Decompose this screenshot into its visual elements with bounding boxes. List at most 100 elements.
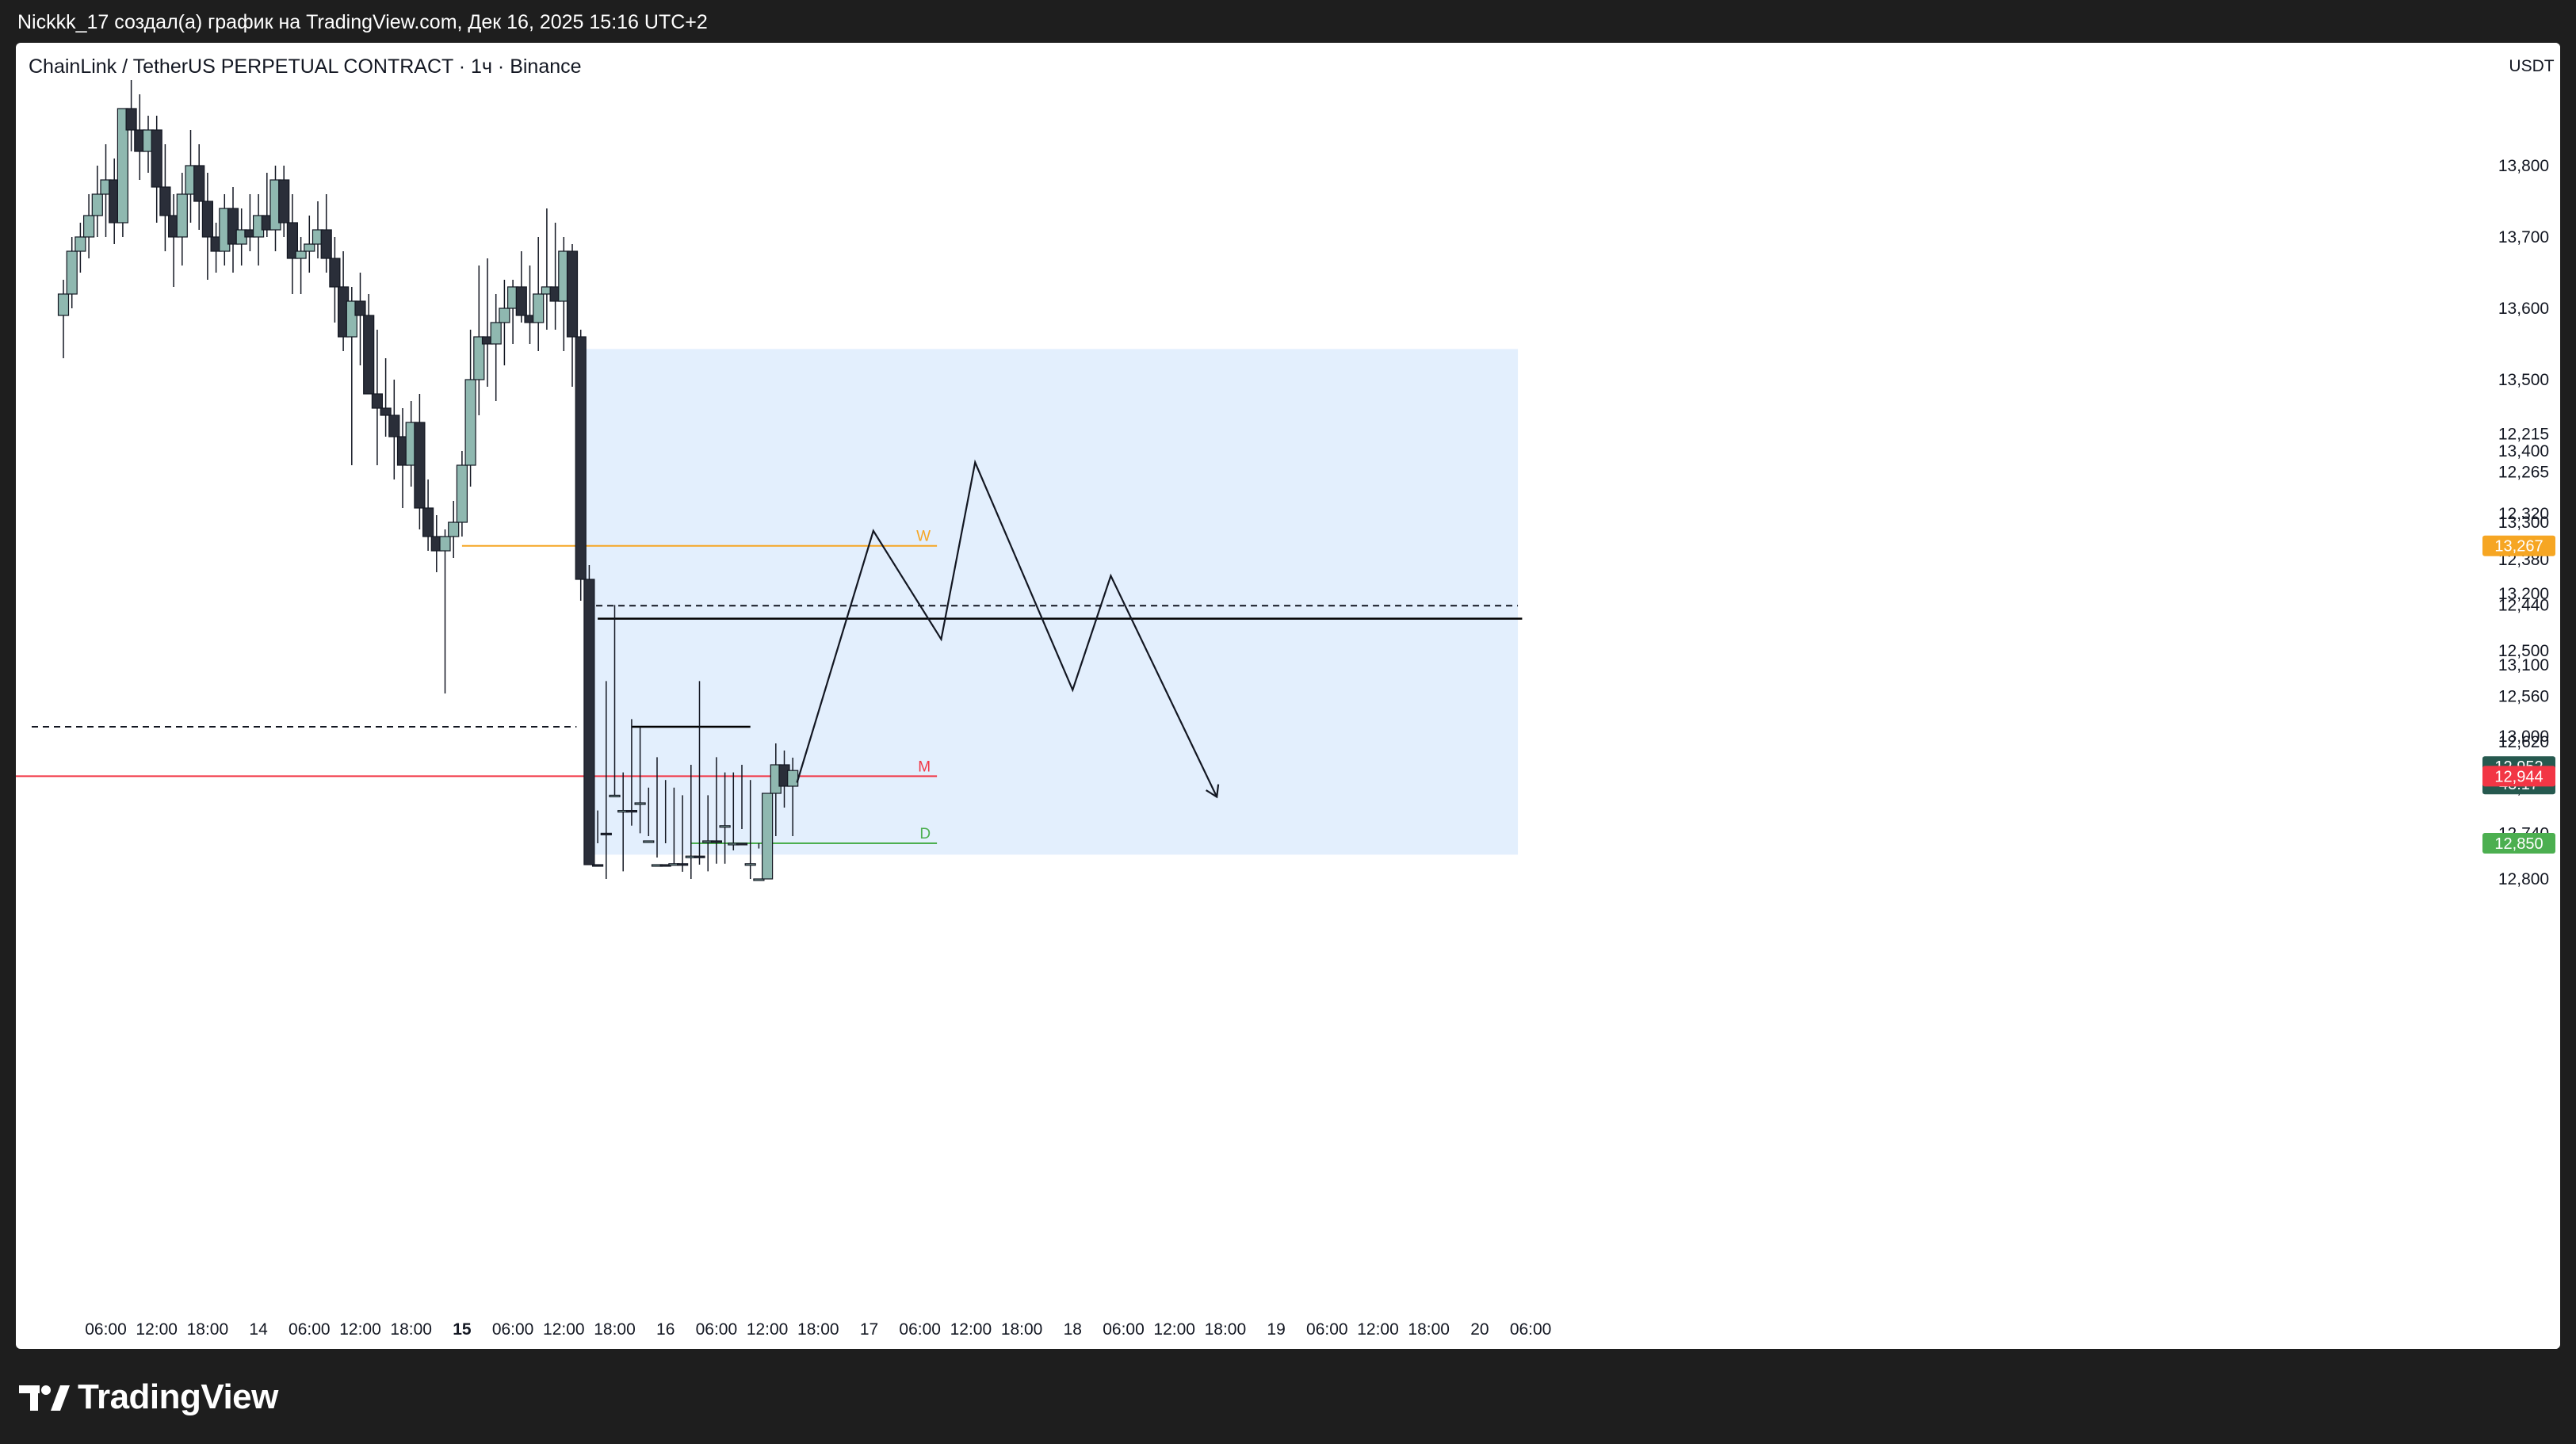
projection-arrowhead (1206, 784, 1220, 799)
candle (329, 237, 341, 323)
price-tick-label: 12,800 (2498, 870, 2549, 888)
candle-body (125, 108, 137, 131)
candle (57, 280, 70, 358)
candle (253, 194, 265, 265)
tradingview-logo-icon (19, 1385, 70, 1411)
time-tick-label: 17 (860, 1320, 878, 1339)
candle (753, 843, 765, 881)
candle-body (736, 842, 748, 846)
time-tick-label: 12:00 (950, 1320, 992, 1339)
time-tick-label: 06:00 (1306, 1320, 1348, 1339)
candle (506, 280, 519, 344)
time-tick-label: 16 (656, 1320, 675, 1339)
candle-body (227, 208, 239, 245)
candle-body (464, 379, 476, 466)
candle-body (533, 293, 545, 323)
price-tick-label: 12,620 (2498, 733, 2549, 751)
candle (643, 787, 655, 843)
candle (396, 408, 409, 508)
candle (380, 358, 392, 437)
time-tick-label: 18:00 (1001, 1320, 1043, 1339)
candlestick-chart[interactable]: W M D USDT 13,800 13,700 13,600 13,500 13,400 13,… (16, 43, 2560, 1349)
candle (311, 201, 324, 258)
candle (600, 681, 612, 879)
candle-body (286, 222, 298, 259)
time-tick-label: 14 (249, 1320, 268, 1339)
candle (185, 130, 197, 223)
candle-body (388, 414, 400, 437)
chart-credit-title: Nickkk_17 создал(а) график на TradingVie… (17, 11, 708, 33)
candle-body (346, 300, 357, 338)
candle (558, 237, 570, 351)
price-tick-label: 13,800 (2498, 157, 2549, 175)
candle (227, 187, 239, 273)
chart-panel[interactable]: W M D USDT 13,800 13,700 13,600 13,500 13,400 13,… (16, 43, 2560, 1349)
candle-body (694, 855, 705, 858)
candle-body (304, 243, 315, 252)
candle-body (117, 108, 128, 223)
symbol-title[interactable]: ChainLink / TetherUS PERPETUAL CONTRACT … (29, 55, 582, 78)
candle (176, 173, 188, 265)
candle-body (456, 464, 468, 523)
candle (515, 251, 527, 323)
price-tick-label: 12,320 (2498, 505, 2549, 523)
time-tick-label: 06:00 (289, 1320, 331, 1339)
price-tick-label: 12,440 (2498, 596, 2549, 614)
candle (694, 681, 705, 865)
candle-body (575, 336, 587, 580)
candle-body (329, 258, 341, 288)
price-axis (2482, 43, 2560, 1349)
candle (761, 793, 774, 880)
candle-body (710, 840, 723, 843)
candle (448, 501, 460, 558)
candle (490, 294, 502, 401)
brand-footer[interactable]: TradingView (19, 1377, 278, 1417)
monthly-level-label: M (918, 758, 931, 775)
candle-body (676, 863, 689, 866)
projection-path (796, 459, 1218, 797)
candle (575, 330, 587, 601)
price-tick-label: 13,100 (2498, 656, 2549, 674)
candle (609, 605, 621, 798)
candle (125, 80, 137, 151)
weekly-level-label: W (916, 529, 931, 545)
candle-body (320, 229, 332, 259)
candle (142, 116, 155, 173)
candle (719, 772, 731, 864)
candle-body (625, 809, 638, 813)
candle (736, 765, 748, 846)
price-tick-label: 13,000 (2498, 728, 2549, 746)
candle-body (787, 770, 799, 787)
candle-body (151, 129, 162, 188)
candle-body (761, 793, 774, 880)
candle (625, 719, 638, 826)
candle (710, 757, 723, 864)
time-tick-label: 12:00 (747, 1320, 789, 1339)
candle (269, 166, 281, 251)
candle-body (176, 193, 188, 238)
candle-body (82, 215, 95, 238)
candle (295, 237, 307, 294)
price-tick-label: 12,265 (2498, 463, 2549, 481)
candle-body (371, 393, 383, 409)
candle (159, 144, 171, 251)
candle-body (295, 250, 307, 259)
candle (100, 144, 112, 237)
candle-body (354, 300, 366, 316)
candle-body (278, 179, 290, 223)
price-tick-label: 12,215 (2498, 425, 2549, 443)
candle (591, 810, 604, 867)
candle (456, 451, 468, 537)
candle (91, 166, 103, 237)
price-tick-label: 12,560 (2498, 688, 2549, 706)
candle (134, 94, 146, 180)
time-tick-label: 15 (453, 1320, 472, 1339)
time-tick-label: 12:00 (339, 1320, 381, 1339)
candle-body (609, 794, 621, 798)
candle-body (422, 507, 434, 537)
candle (346, 287, 357, 465)
candle-body (566, 250, 579, 338)
price-tick-label: 13,200 (2498, 585, 2549, 603)
candle-body (159, 186, 171, 216)
brand-name: TradingView (78, 1377, 278, 1416)
